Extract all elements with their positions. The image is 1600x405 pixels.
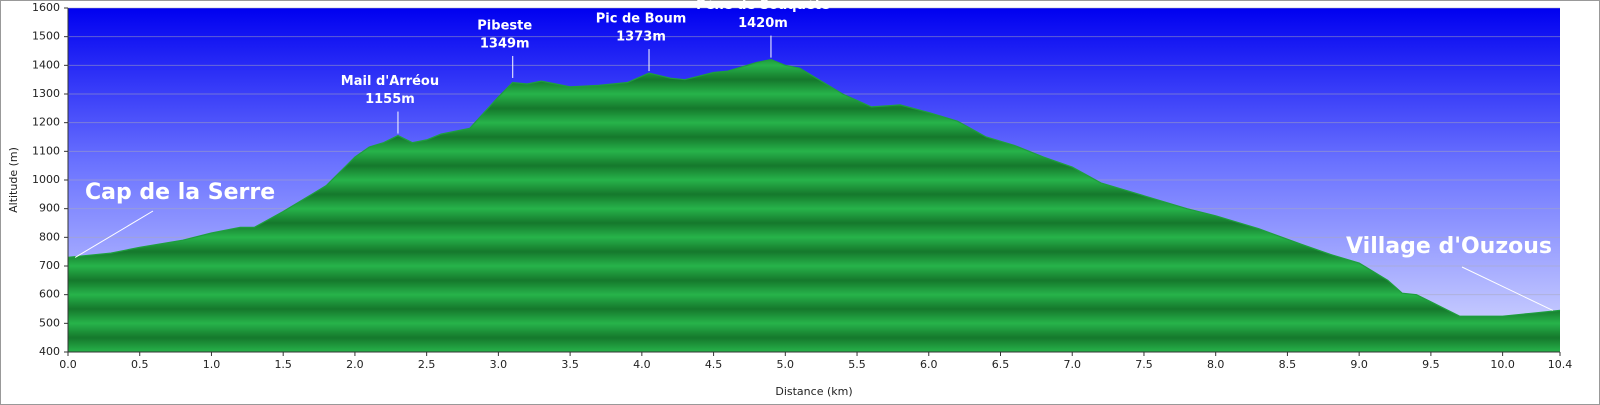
y-tick-label: 700 [39, 259, 60, 272]
place-pointer [1461, 266, 1554, 311]
y-tick-label: 1100 [32, 144, 60, 157]
x-tick-label: 4.0 [633, 358, 651, 371]
x-tick-label: 10.4 [1548, 358, 1573, 371]
y-tick-label: 1200 [32, 116, 60, 129]
x-tick-label: 5.0 [777, 358, 795, 371]
x-tick-label: 2.0 [346, 358, 364, 371]
x-tick-label: 5.5 [848, 358, 866, 371]
x-tick-label: 9.5 [1422, 358, 1440, 371]
x-tick-label: 0.5 [131, 358, 149, 371]
y-axis-label: Altitude (m) [7, 147, 20, 213]
peak-name: Mail d'Arréou [341, 74, 439, 89]
y-tick-label: 1300 [32, 87, 60, 100]
x-tick-label: 1.5 [274, 358, 292, 371]
x-tick-label: 7.5 [1135, 358, 1153, 371]
x-tick-label: 9.0 [1350, 358, 1368, 371]
x-tick-label: 8.0 [1207, 358, 1225, 371]
peak-altitude: 1349m [480, 36, 530, 51]
y-tick-label: 1400 [32, 58, 60, 71]
area-fill [68, 59, 1560, 352]
x-tick-label: 2.5 [418, 358, 436, 371]
place-name: Cap de la Serre [85, 180, 275, 205]
peak-altitude: 1420m [738, 16, 788, 31]
x-tick-label: 1.0 [203, 358, 221, 371]
place-pointer [74, 210, 154, 258]
x-tick-label: 4.5 [705, 358, 723, 371]
y-tick-label: 1500 [32, 30, 60, 43]
x-tick-label: 8.5 [1279, 358, 1297, 371]
peak-name: Pic de Boum [596, 12, 687, 27]
y-tick-label: 600 [39, 288, 60, 301]
x-tick-label: 6.0 [920, 358, 938, 371]
place-name: Village d'Ouzous [1346, 234, 1552, 259]
x-tick-label: 0.0 [59, 358, 77, 371]
x-tick-label: 10.0 [1490, 358, 1515, 371]
x-tick-label: 3.0 [490, 358, 508, 371]
y-tick-label: 500 [39, 316, 60, 329]
x-tick-label: 6.5 [992, 358, 1010, 371]
y-tick-label: 1600 [32, 1, 60, 14]
peak-altitude: 1155m [365, 92, 415, 107]
y-tick-label: 900 [39, 202, 60, 215]
peak-altitude: 1373m [616, 30, 666, 45]
x-axis-label: Distance (km) [775, 385, 852, 398]
peak-name: Pène de Souquète [696, 0, 830, 13]
peak-name: Pibeste [477, 18, 532, 33]
y-tick-label: 400 [39, 345, 60, 358]
x-tick-label: 7.0 [1063, 358, 1081, 371]
profile-line [67, 58, 1561, 317]
y-tick-label: 800 [39, 230, 60, 243]
x-tick-label: 3.5 [561, 358, 579, 371]
y-tick-label: 1000 [32, 173, 60, 186]
